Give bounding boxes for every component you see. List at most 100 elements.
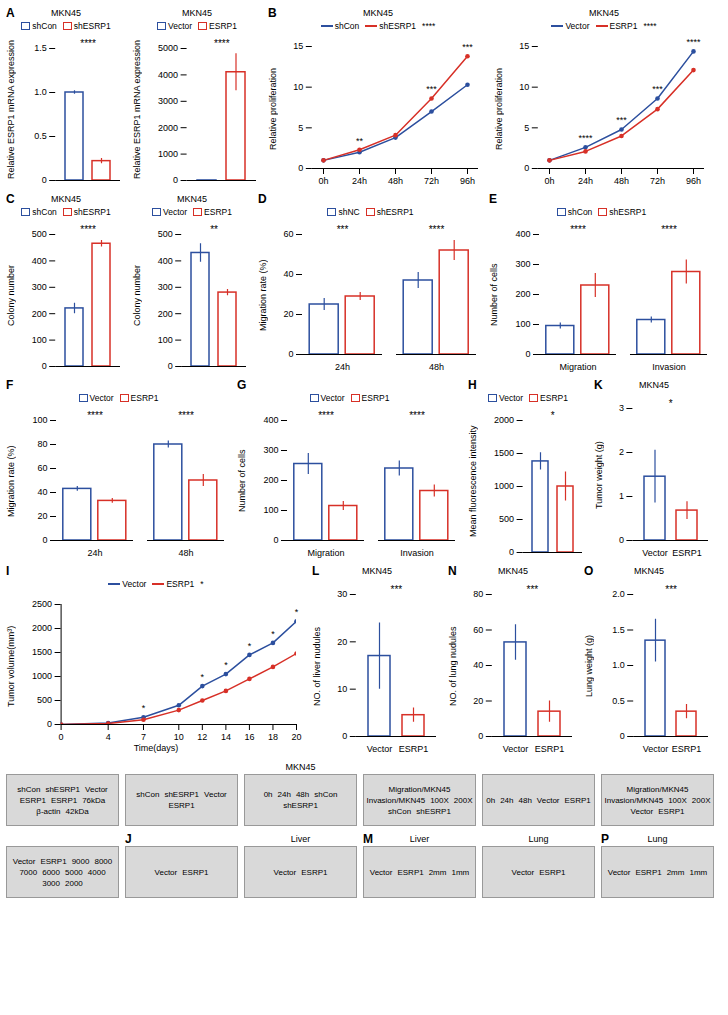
svg-text:500: 500 — [37, 695, 52, 705]
svg-text:1.5: 1.5 — [612, 625, 625, 635]
svg-text:20: 20 — [37, 511, 47, 521]
svg-text:24h: 24h — [352, 176, 367, 186]
svg-text:1: 1 — [619, 491, 624, 501]
svg-text:5000: 5000 — [158, 43, 178, 53]
svg-text:96h: 96h — [460, 176, 475, 186]
svg-text:3000: 3000 — [158, 96, 178, 106]
svg-text:24h: 24h — [578, 176, 593, 186]
svg-text:2000: 2000 — [158, 123, 178, 133]
svg-text:400: 400 — [32, 256, 47, 266]
svg-text:0.5: 0.5 — [612, 696, 625, 706]
svg-text:20: 20 — [473, 696, 483, 706]
svg-text:24h: 24h — [335, 362, 350, 372]
svg-text:500: 500 — [158, 229, 173, 239]
svg-text:*: * — [551, 410, 555, 421]
svg-text:Vector: Vector — [503, 744, 529, 754]
svg-text:0: 0 — [478, 731, 483, 741]
svg-text:24h: 24h — [87, 548, 102, 558]
svg-text:0: 0 — [288, 349, 293, 359]
svg-text:96h: 96h — [686, 176, 701, 186]
svg-text:0: 0 — [524, 163, 529, 173]
svg-text:***: *** — [391, 584, 403, 595]
svg-text:1000: 1000 — [32, 671, 52, 681]
svg-text:4: 4 — [106, 732, 111, 742]
svg-text:60: 60 — [473, 625, 483, 635]
svg-text:****: **** — [178, 410, 194, 421]
svg-text:Migration: Migration — [307, 548, 344, 558]
svg-text:100: 100 — [515, 319, 530, 329]
svg-text:***: *** — [527, 584, 539, 595]
svg-text:Vector: Vector — [642, 548, 668, 558]
svg-text:ESRP1: ESRP1 — [399, 744, 429, 754]
svg-text:200: 200 — [515, 289, 530, 299]
svg-text:*: * — [295, 607, 299, 617]
svg-text:0: 0 — [168, 361, 173, 371]
svg-text:1500: 1500 — [494, 448, 514, 458]
svg-text:12: 12 — [197, 732, 207, 742]
svg-text:200: 200 — [32, 309, 47, 319]
svg-text:400: 400 — [158, 256, 173, 266]
svg-text:****: **** — [409, 410, 425, 421]
svg-text:20: 20 — [283, 309, 293, 319]
svg-text:0: 0 — [42, 535, 47, 545]
svg-text:*: * — [669, 398, 673, 409]
svg-text:48h: 48h — [429, 362, 444, 372]
svg-text:0: 0 — [342, 731, 347, 741]
svg-text:*: * — [271, 629, 275, 639]
svg-text:15: 15 — [519, 41, 529, 51]
svg-text:1.5: 1.5 — [34, 43, 47, 53]
svg-text:****: **** — [318, 410, 334, 421]
svg-text:0.5: 0.5 — [34, 131, 47, 141]
svg-text:0: 0 — [59, 732, 64, 742]
svg-text:7: 7 — [141, 732, 146, 742]
svg-text:***: *** — [616, 115, 627, 125]
svg-text:100: 100 — [32, 415, 47, 425]
svg-text:2000: 2000 — [32, 623, 52, 633]
svg-text:0: 0 — [47, 719, 52, 729]
svg-text:4000: 4000 — [158, 70, 178, 80]
svg-text:****: **** — [214, 38, 230, 49]
svg-text:30: 30 — [337, 589, 347, 599]
svg-text:***: *** — [462, 42, 473, 52]
svg-text:***: *** — [426, 84, 437, 94]
svg-text:****: **** — [80, 38, 96, 49]
svg-text:20: 20 — [291, 732, 301, 742]
svg-text:Invasion: Invasion — [400, 548, 434, 558]
svg-text:Migration: Migration — [559, 362, 596, 372]
svg-text:2: 2 — [619, 447, 624, 457]
svg-text:14: 14 — [221, 732, 231, 742]
svg-text:60: 60 — [283, 229, 293, 239]
svg-text:***: *** — [652, 84, 663, 94]
svg-text:****: **** — [661, 224, 677, 235]
svg-text:0: 0 — [509, 547, 514, 557]
svg-text:ESRP1: ESRP1 — [672, 744, 702, 754]
svg-text:0: 0 — [525, 349, 530, 359]
svg-text:*: * — [224, 660, 228, 670]
svg-text:3: 3 — [619, 403, 624, 413]
svg-text:***: *** — [665, 584, 677, 595]
svg-text:48h: 48h — [388, 176, 403, 186]
svg-text:10: 10 — [337, 684, 347, 694]
svg-text:ESRP1: ESRP1 — [535, 744, 565, 754]
svg-text:0: 0 — [42, 361, 47, 371]
svg-text:100: 100 — [158, 335, 173, 345]
svg-text:500: 500 — [499, 514, 514, 524]
svg-text:300: 300 — [158, 282, 173, 292]
svg-text:40: 40 — [283, 269, 293, 279]
svg-text:100: 100 — [263, 505, 278, 515]
svg-text:0: 0 — [273, 535, 278, 545]
svg-text:0: 0 — [620, 731, 625, 741]
svg-text:2000: 2000 — [494, 415, 514, 425]
svg-text:80: 80 — [473, 589, 483, 599]
svg-text:Invasion: Invasion — [652, 362, 686, 372]
svg-text:72h: 72h — [424, 176, 439, 186]
svg-text:100: 100 — [32, 335, 47, 345]
svg-text:*: * — [248, 641, 252, 651]
svg-text:2500: 2500 — [32, 599, 52, 609]
svg-text:Vector: Vector — [643, 744, 669, 754]
svg-text:48h: 48h — [178, 548, 193, 558]
svg-text:****: **** — [80, 224, 96, 235]
svg-text:****: **** — [87, 410, 103, 421]
svg-text:0h: 0h — [544, 176, 554, 186]
svg-text:1000: 1000 — [494, 481, 514, 491]
